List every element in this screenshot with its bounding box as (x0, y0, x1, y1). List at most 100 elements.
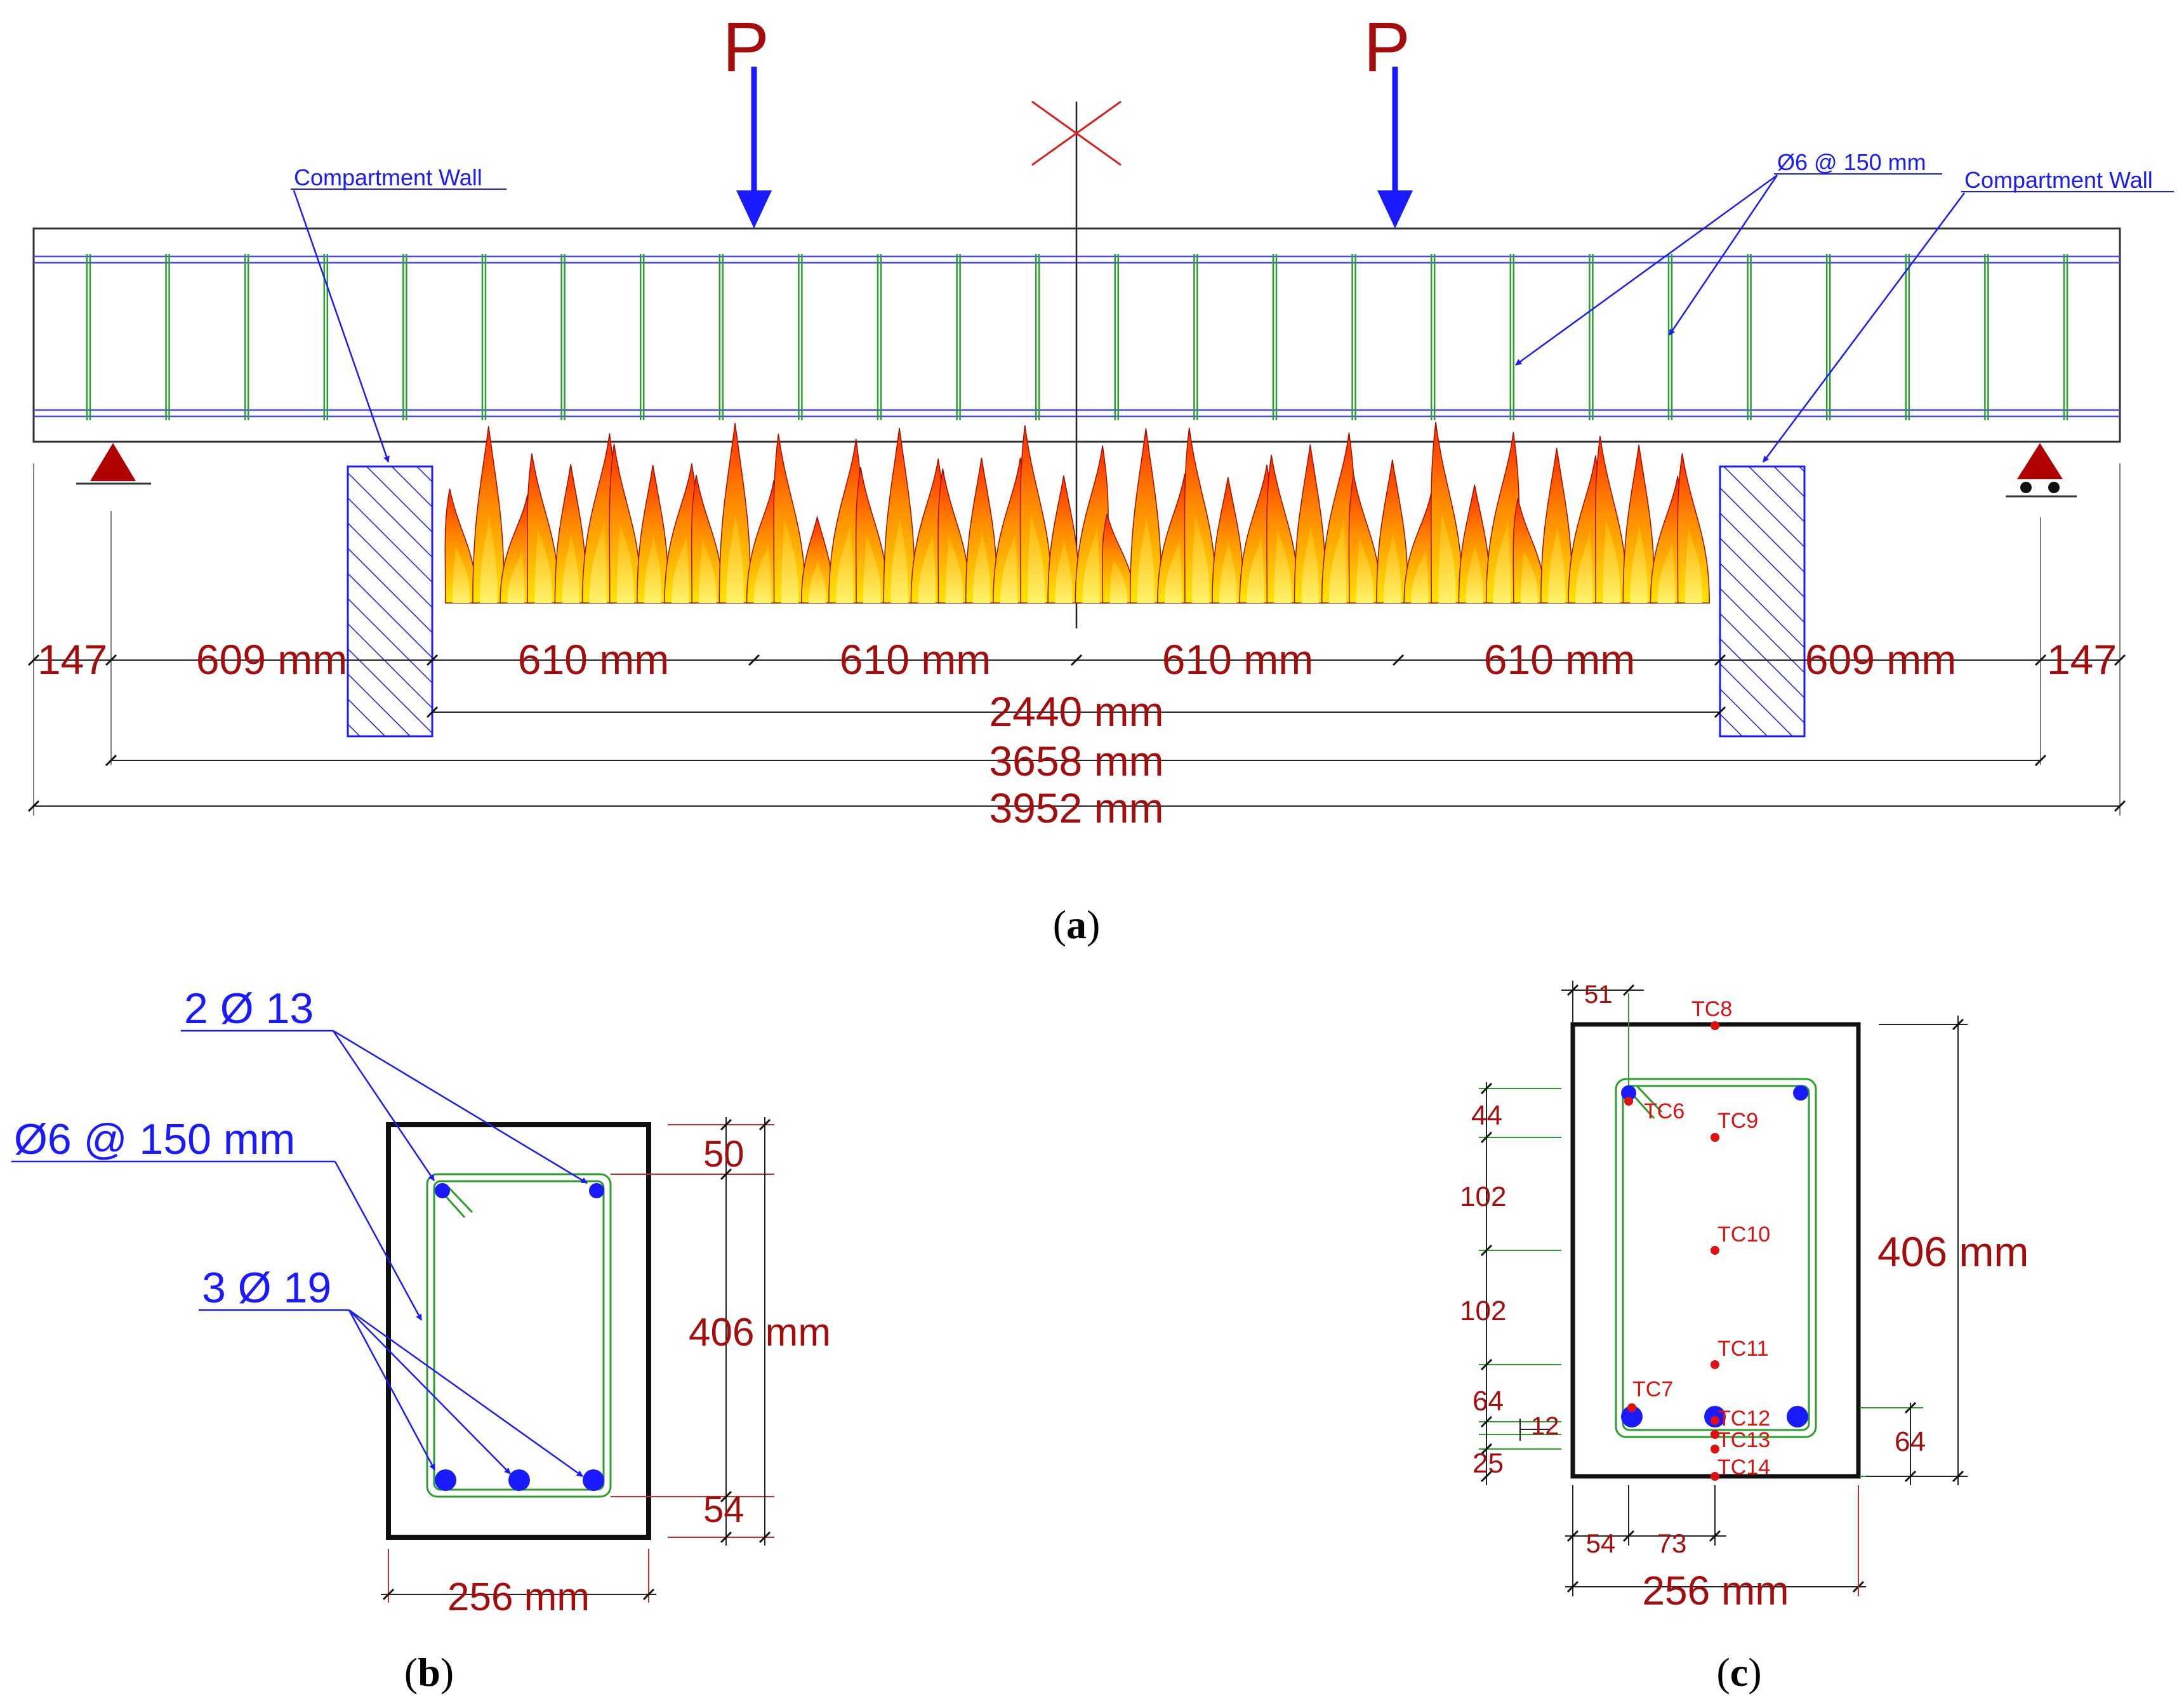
compartment-wall-right (1719, 465, 1806, 738)
flame-core (1328, 517, 1347, 603)
dim-segment-2: 610 mm (518, 636, 669, 683)
dim-height-c: 406 mm (1877, 1228, 2028, 1275)
flame-core (1274, 529, 1292, 603)
load-label-right: P (1363, 8, 1410, 86)
bottom-bar-left-c (1621, 1406, 1643, 1427)
bottom-bar-right-c (1787, 1406, 1808, 1427)
flame-core (1411, 548, 1429, 603)
panel-c-thermocouple-section: TC6 TC7 TC8 TC9 TC10 TC11 TC12 TC13 TC14 (1460, 981, 2028, 1695)
dim-segment-5: 610 mm (1484, 636, 1635, 683)
dim-73: 73 (1657, 1528, 1687, 1558)
tc6-point (1624, 1097, 1633, 1106)
tc13-point (1711, 1430, 1719, 1439)
dim-102-lower: 102 (1460, 1295, 1506, 1327)
tc13-label: TC13 (1717, 1428, 1770, 1452)
tc7-label: TC7 (1632, 1377, 1673, 1401)
flame-core (1548, 525, 1566, 603)
flame-core (480, 514, 498, 603)
dim-width-b: 256 mm (447, 1575, 590, 1619)
label-top-bars: 2 Ø 13 (184, 984, 314, 1033)
flame (773, 434, 806, 604)
flame (527, 453, 560, 604)
flame (1594, 435, 1628, 604)
bottom-bar-2 (508, 1469, 530, 1491)
tc11-label: TC11 (1717, 1337, 1769, 1361)
dim-25: 25 (1473, 1448, 1504, 1479)
flame-core (1684, 528, 1703, 603)
tc14-label: TC14 (1717, 1455, 1770, 1480)
flame-core (808, 560, 826, 603)
flame-core (945, 536, 963, 603)
flame-core (534, 528, 552, 603)
caption-a: (a) (1053, 902, 1101, 947)
flame-core (1028, 513, 1045, 603)
tc8-label: TC8 (1691, 997, 1732, 1021)
flame-core (972, 530, 991, 603)
flame-core (1520, 550, 1539, 603)
flame-core (699, 539, 717, 603)
stirrup-spacing-label: Ø6 @ 150 mm (1777, 149, 1926, 175)
flame-core (1164, 538, 1182, 603)
tc14-surface-point (1711, 1472, 1719, 1481)
dim-segment-7: 147 (2047, 636, 2117, 683)
fire-illustration (444, 421, 1710, 604)
tc6-label: TC6 (1644, 1099, 1684, 1123)
flame-core (452, 546, 470, 603)
dim-cover-top-b: 50 (703, 1134, 745, 1175)
stirrups (86, 254, 2068, 420)
flame-core (1082, 524, 1100, 603)
flame-core (616, 523, 635, 603)
flame-core (726, 513, 744, 603)
flame-core (1575, 529, 1593, 603)
tc14-point (1711, 1445, 1719, 1453)
top-bar-left (435, 1183, 450, 1198)
flame-core (1301, 524, 1319, 603)
tc9-point (1711, 1133, 1719, 1142)
flame-core (863, 534, 881, 603)
dim-segment-6: 609 mm (1805, 636, 1956, 683)
dim-segment-0: 147 (37, 636, 107, 683)
dim-segment-1: 609 mm (196, 636, 347, 683)
flame-core (1384, 531, 1401, 603)
dim-segment-3: 610 mm (840, 636, 991, 683)
flame-core (836, 520, 854, 603)
flame (718, 423, 751, 604)
load-arrow-right (1377, 67, 1413, 228)
bottom-bar-1 (435, 1469, 456, 1491)
flame (1622, 444, 1655, 604)
flame-core (562, 533, 579, 603)
wall-label-right: Compartment Wall (1964, 167, 2153, 193)
label-stirrups-b: Ø6 @ 150 mm (14, 1115, 295, 1163)
dim-54: 54 (1586, 1528, 1616, 1558)
flame-core (1657, 540, 1675, 603)
panel-b-cross-section: 2 Ø 13 Ø6 @ 150 mm 3 Ø 19 (11, 984, 831, 1695)
dim-total-length: 3952 mm (989, 784, 1163, 831)
flame-core (1055, 539, 1073, 603)
dim-12: 12 (1531, 1412, 1559, 1440)
flame-core (753, 541, 771, 603)
compartment-wall-left (347, 465, 433, 738)
stirrup-hook-b (442, 1186, 473, 1219)
tc8-point (1711, 1021, 1719, 1030)
pin-support (76, 443, 151, 485)
caption-c: (c) (1716, 1650, 1761, 1695)
dim-64-left: 64 (1473, 1386, 1504, 1417)
flame-core (918, 531, 936, 603)
flame-core (644, 534, 662, 603)
label-bottom-bars: 3 Ø 19 (202, 1264, 331, 1312)
flame-core (1219, 540, 1237, 603)
flame-core (672, 533, 689, 603)
dim-cover-bottom-b: 54 (703, 1489, 745, 1530)
flame-core (890, 515, 908, 603)
flame (1431, 421, 1464, 604)
dim-51: 51 (1584, 981, 1613, 1009)
flame-core (589, 518, 607, 603)
roller-support (2006, 443, 2077, 498)
dim-102-upper: 102 (1460, 1181, 1506, 1212)
flame-core (1438, 512, 1456, 603)
flame-core (507, 549, 525, 603)
load-label-left: P (722, 8, 769, 86)
tc12-point (1711, 1416, 1719, 1425)
tc10-label: TC10 (1717, 1222, 1770, 1247)
